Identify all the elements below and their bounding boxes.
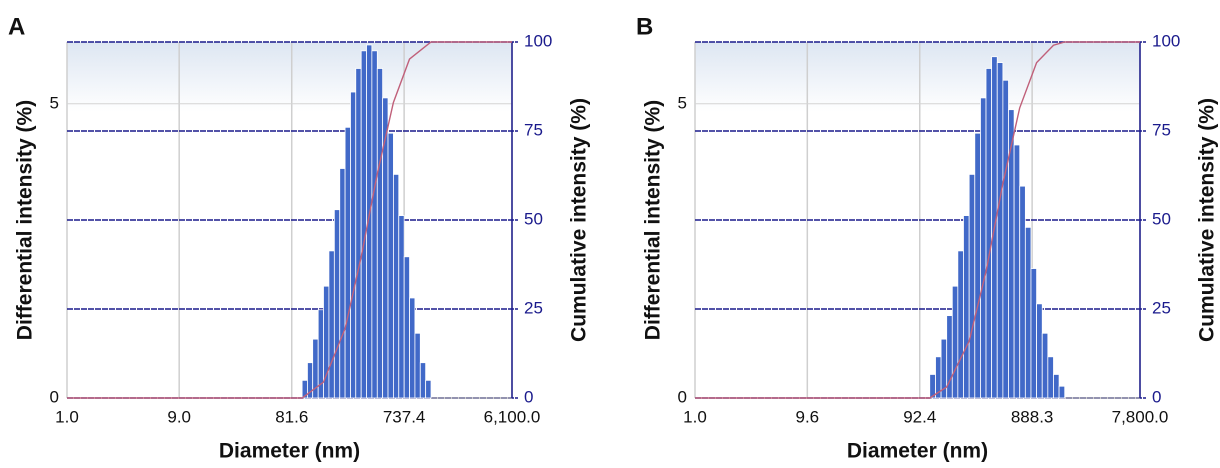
bar [355,68,362,399]
y-tick-label: 0 [678,387,687,406]
y2-axis-label: Cumulative intensity (%) [1196,98,1219,342]
x-axis-label: Diameter (nm) [847,440,988,463]
bar [425,379,432,399]
bar [328,250,335,399]
plot-shade [67,42,512,112]
bar [1019,185,1026,399]
x-tick-label: 9.0 [167,407,191,426]
bar [951,285,959,399]
bar [382,97,389,399]
panel-letter: B [636,13,653,40]
y2-tick-label: 25 [524,298,543,317]
y2-tick-label: 0 [524,387,533,406]
x-tick-label: 1.0 [683,407,707,426]
y2-tick-label: 75 [524,120,543,139]
bar [963,215,970,399]
bar [409,297,416,399]
x-tick-label: 1.0 [55,407,79,426]
bar [398,215,405,399]
x-tick-label: 737.4 [383,407,426,426]
bar [360,50,367,399]
x-tick-label: 92.4 [903,407,936,426]
bar [376,68,384,399]
y2-tick-label: 100 [1152,31,1180,50]
bar [1047,356,1054,399]
cumulative-line [67,41,512,399]
bar [414,332,421,399]
bar [333,209,341,399]
bar [419,362,427,399]
x-tick-label: 7,800.0 [1112,407,1169,426]
y2-tick-label: 50 [524,209,543,228]
bar [1036,303,1043,399]
x-axis-label: Diameter (nm) [219,440,360,463]
y-tick-label: 0 [50,387,59,406]
y2-axis-label: Cumulative intensity (%) [568,98,591,342]
bar [985,68,993,399]
bar [1030,268,1037,399]
bar [1024,226,1032,399]
bar [957,250,964,399]
bar [1053,374,1060,399]
bar [968,173,976,399]
bar [387,132,394,399]
y-axis-label: Differential intensity (%) [642,100,665,340]
bar [974,132,981,399]
panel: A1.0 9.0 81.6 737.4 6,100.0050255075100Diame… [8,13,591,462]
bar [980,97,987,399]
y-axis-label: Differential intensity (%) [14,100,37,340]
y2-tick-label: 75 [1152,120,1171,139]
panel-letter: A [8,13,25,40]
bar [339,168,346,399]
bar [393,173,400,399]
y2-tick-label: 25 [1152,298,1171,317]
bar [344,126,351,399]
y2-tick-label: 0 [1152,387,1161,406]
bar [1013,144,1021,399]
bar [350,91,357,399]
bar [1041,332,1049,399]
cumulative-line [695,41,1140,399]
plot-shade [695,42,1140,112]
bar [996,62,1004,399]
x-tick-label: 888.3 [1011,407,1054,426]
y-tick-label: 5 [678,93,687,112]
panel: B1.0 9.6 92.4 888.3 7,800.0050255075100Diame… [636,13,1219,462]
y2-tick-label: 100 [524,31,552,50]
x-tick-label: 6,100.0 [484,407,541,426]
bar [366,44,373,399]
y-tick-label: 5 [50,93,59,112]
x-tick-label: 9.6 [795,407,819,426]
bar [403,256,410,399]
bar [1058,385,1066,399]
bar [371,50,378,399]
bar [1002,79,1009,399]
x-tick-label: 81.6 [275,407,308,426]
y2-tick-label: 50 [1152,209,1171,228]
